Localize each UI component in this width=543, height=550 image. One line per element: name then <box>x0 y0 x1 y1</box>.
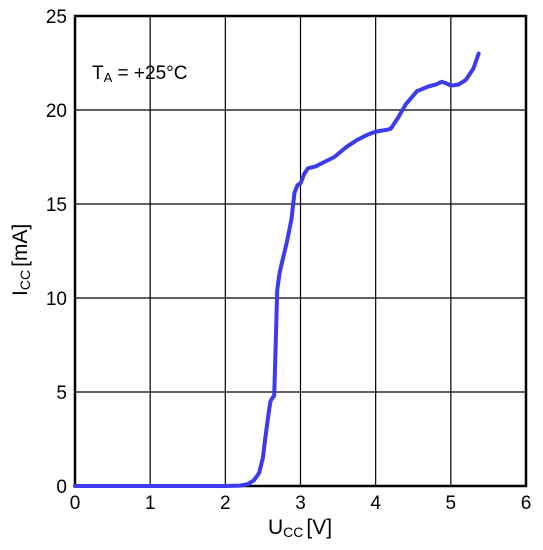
y-tick-label: 0 <box>56 477 67 498</box>
x-axis-label: UCC [V] <box>268 516 332 540</box>
x-tick-label: 6 <box>521 493 532 514</box>
temperature-annotation: TA = +25°C <box>92 63 187 85</box>
series-group <box>73 51 481 488</box>
x-tick-label: 4 <box>370 493 381 514</box>
annotation-sub: A <box>104 70 113 85</box>
y-tick-label: 25 <box>46 7 67 28</box>
x-tick-label: 0 <box>70 493 81 514</box>
x-tick-label: 5 <box>446 493 457 514</box>
plot-frame <box>73 14 528 488</box>
y-tick-label: 15 <box>46 195 67 216</box>
y-tick-label: 10 <box>46 289 67 310</box>
y-axis-label-main: I <box>9 290 32 296</box>
x-axis-label-sub: CC <box>283 524 303 540</box>
y-tick-label: 5 <box>56 383 67 404</box>
annotation-rest: = +25°C <box>112 63 187 84</box>
y-axis-label-unit: [mA] <box>9 224 32 267</box>
series-line <box>73 51 481 488</box>
annotation-main: T <box>92 63 104 84</box>
y-tick-label: 20 <box>46 101 67 122</box>
x-tick-label: 1 <box>145 493 156 514</box>
y-axis-label: ICC [mA] <box>9 224 33 296</box>
plot-frame-group <box>73 14 528 488</box>
x-tick-label: 2 <box>220 493 231 514</box>
x-tick-label: 3 <box>295 493 306 514</box>
tick-labels: 0 1 2 3 4 5 6 0 5 10 15 20 25 <box>46 7 531 514</box>
y-axis-label-sub: CC <box>17 270 33 290</box>
x-axis-label-unit: [V] <box>306 516 332 539</box>
x-axis-label-main: U <box>268 516 283 539</box>
